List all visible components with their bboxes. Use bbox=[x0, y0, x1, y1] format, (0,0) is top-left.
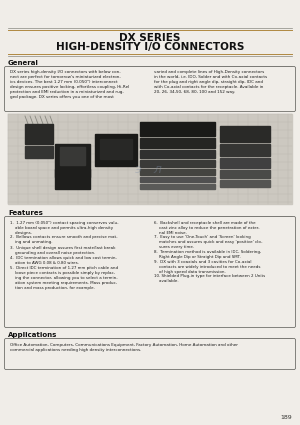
Bar bbox=[8, 114, 292, 204]
Text: 1.  1.27 mm (0.050") contact spacing conserves valu-
    able board space and pe: 1. 1.27 mm (0.050") contact spacing cons… bbox=[10, 221, 118, 235]
FancyBboxPatch shape bbox=[4, 66, 296, 111]
Bar bbox=[220, 170, 270, 178]
Text: э   л: э л bbox=[135, 162, 161, 176]
Bar bbox=[140, 122, 215, 136]
Bar bbox=[140, 177, 215, 182]
Text: 189: 189 bbox=[280, 415, 292, 420]
Text: 3.  Unique shell design assures first mate/last break
    grounding and overall : 3. Unique shell design assures first mat… bbox=[10, 246, 116, 255]
Text: Applications: Applications bbox=[8, 332, 57, 338]
Text: 2.  Bellows contacts ensure smooth and precise mat-
    ing and unmating.: 2. Bellows contacts ensure smooth and pr… bbox=[10, 235, 118, 244]
Text: HIGH-DENSITY I/O CONNECTORS: HIGH-DENSITY I/O CONNECTORS bbox=[56, 42, 244, 52]
Bar bbox=[25, 146, 53, 158]
Text: 6.  Backshell and receptacle shell are made of the
    cast zinc alloy to reduce: 6. Backshell and receptacle shell are ma… bbox=[154, 221, 260, 235]
Bar bbox=[140, 169, 215, 175]
Bar bbox=[55, 144, 90, 189]
Bar bbox=[140, 184, 215, 189]
Bar bbox=[220, 180, 270, 187]
Bar bbox=[60, 147, 85, 165]
Text: varied and complete lines of High-Density connectors
in the world, i.e. IDO, Sol: varied and complete lines of High-Densit… bbox=[154, 70, 267, 94]
Text: 7.  Easy to use 'One-Touch' and 'Screen' looking
    matches and assures quick a: 7. Easy to use 'One-Touch' and 'Screen' … bbox=[154, 235, 262, 249]
Text: DX SERIES: DX SERIES bbox=[119, 33, 181, 43]
Text: DX series high-density I/O connectors with below con-
nect are perfect for tomor: DX series high-density I/O connectors wi… bbox=[10, 70, 129, 99]
Bar bbox=[100, 139, 132, 159]
Bar bbox=[140, 150, 215, 158]
Text: General: General bbox=[8, 60, 39, 66]
Text: 4.  IDC termination allows quick and low cost termin-
    ation to AWG 0.08 & 0.: 4. IDC termination allows quick and low … bbox=[10, 256, 117, 265]
Bar bbox=[220, 126, 270, 142]
Bar bbox=[220, 158, 270, 168]
FancyBboxPatch shape bbox=[4, 338, 296, 369]
FancyBboxPatch shape bbox=[4, 216, 296, 328]
Text: Features: Features bbox=[8, 210, 43, 216]
Bar bbox=[140, 138, 215, 148]
Text: 5.  Direct IDC termination of 1.27 mm pitch cable and
    loose piece contacts i: 5. Direct IDC termination of 1.27 mm pit… bbox=[10, 266, 118, 289]
Text: 10. Shielded Plug-in type for interface between 2 Units
    available.: 10. Shielded Plug-in type for interface … bbox=[154, 275, 265, 283]
Bar bbox=[25, 124, 53, 144]
Bar bbox=[55, 169, 90, 177]
Bar bbox=[140, 160, 215, 167]
Bar bbox=[95, 134, 137, 166]
Text: 8.  Termination method is available in IDC, Soldering,
    Right Angle Dip or St: 8. Termination method is available in ID… bbox=[154, 250, 261, 259]
Text: 9.  DX with 3 coaxials and 3 cavities for Co-axial
    contacts are widely intro: 9. DX with 3 coaxials and 3 cavities for… bbox=[154, 260, 260, 274]
Bar bbox=[220, 144, 270, 156]
Text: Office Automation, Computers, Communications Equipment, Factory Automation, Home: Office Automation, Computers, Communicat… bbox=[10, 343, 238, 352]
